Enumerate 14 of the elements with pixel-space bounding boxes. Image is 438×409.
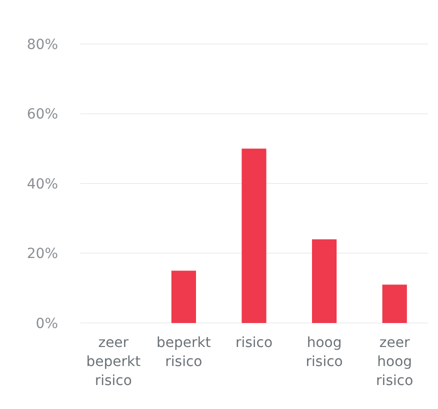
- bar: [242, 148, 266, 323]
- y-tick-label: 20%: [26, 246, 58, 262]
- x-tick-label: risico: [235, 335, 273, 351]
- y-tick-label: 60%: [26, 106, 58, 123]
- bar: [171, 270, 196, 323]
- y-tick-label: 80%: [26, 36, 58, 53]
- x-tick-label: zeer beperkt risico: [86, 335, 142, 389]
- x-tick-label: zeer hoog risico: [376, 335, 414, 389]
- y-tick-label: 40%: [26, 176, 58, 192]
- bar: [382, 284, 407, 323]
- x-tick-label: beperkt risico: [156, 335, 212, 370]
- bar: [312, 239, 337, 323]
- x-tick-label: hoog risico: [306, 335, 343, 370]
- y-tick-label: 0%: [36, 316, 58, 332]
